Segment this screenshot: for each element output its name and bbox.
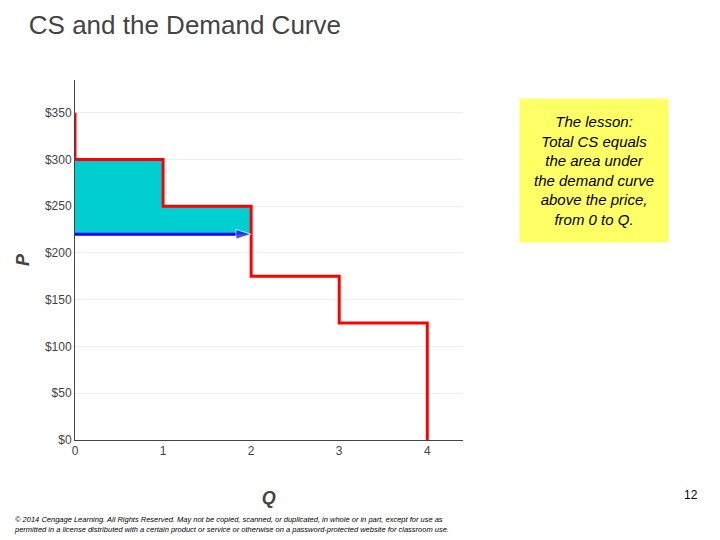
svg-text:$100: $100 xyxy=(45,340,72,354)
svg-text:$0: $0 xyxy=(58,433,72,447)
svg-text:Q: Q xyxy=(262,488,276,508)
svg-text:0: 0 xyxy=(72,444,79,458)
svg-text:2: 2 xyxy=(248,444,255,458)
svg-text:$50: $50 xyxy=(52,386,72,400)
svg-text:P: P xyxy=(13,253,33,266)
svg-text:4: 4 xyxy=(424,444,431,458)
svg-text:$200: $200 xyxy=(45,246,72,260)
svg-text:$300: $300 xyxy=(45,153,72,167)
svg-text:The lesson:Total CS equalsthe: The lesson:Total CS equalsthe area under… xyxy=(534,113,654,228)
svg-text:$250: $250 xyxy=(45,199,72,213)
svg-text:3: 3 xyxy=(336,444,343,458)
svg-text:$150: $150 xyxy=(45,293,72,307)
svg-text:1: 1 xyxy=(160,444,167,458)
svg-text:CS and the Demand Curve: CS and the Demand Curve xyxy=(29,10,341,40)
svg-text:12: 12 xyxy=(684,488,698,502)
svg-text:© 2014 Cengage Learning. All R: © 2014 Cengage Learning. All Rights Rese… xyxy=(14,515,449,534)
svg-text:$350: $350 xyxy=(45,106,72,120)
